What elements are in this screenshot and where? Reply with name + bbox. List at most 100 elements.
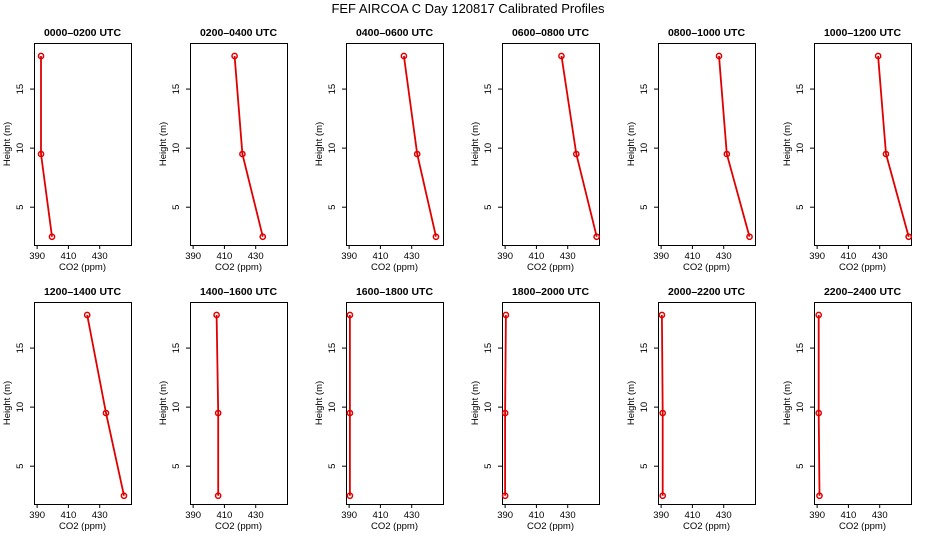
- plot-frame: [502, 43, 600, 246]
- y-tick-label: 15: [639, 84, 650, 95]
- x-tick-label: 390: [497, 510, 513, 521]
- y-tick-label: 15: [171, 84, 182, 95]
- plot-frame: [814, 302, 912, 505]
- data-point: [37, 52, 45, 60]
- x-tick-label: 430: [92, 510, 108, 521]
- y-tick-label: 15: [483, 84, 494, 95]
- x-axis-label: CO2 (ppm): [839, 521, 886, 532]
- y-tick-label: 10: [483, 402, 494, 413]
- panel-12: 2200–2400 UTC 390 410 430 5 10 15 CO2 (ppm) Heig…: [782, 286, 912, 532]
- data-point: [120, 492, 128, 500]
- x-tick-label: 430: [248, 251, 264, 262]
- x-tick-label: 410: [216, 510, 232, 521]
- plot-frame: [34, 43, 132, 246]
- y-tick-label: 10: [15, 402, 26, 413]
- y-tick-label: 10: [327, 402, 338, 413]
- x-tick-label: 390: [185, 510, 201, 521]
- data-point: [501, 409, 509, 417]
- y-tick-label: 5: [795, 205, 806, 210]
- x-tick-label: 430: [560, 510, 576, 521]
- x-axis-label: CO2 (ppm): [59, 521, 106, 532]
- y-tick-label: 15: [15, 343, 26, 354]
- data-point: [83, 311, 91, 319]
- panel-2: 0200–0400 UTC 390 410 430 5 10 15 CO2 (ppm) Heig…: [158, 27, 288, 273]
- y-tick-label: 15: [795, 84, 806, 95]
- y-tick-label: 5: [483, 205, 494, 210]
- data-point: [213, 311, 220, 319]
- x-axis-label: CO2 (ppm): [683, 521, 730, 532]
- y-tick-label: 10: [483, 143, 494, 154]
- panel-title: 0400–0600 UTC: [356, 27, 433, 39]
- data-point: [658, 311, 666, 319]
- y-axis-label: Height (m): [314, 122, 325, 166]
- plot-frame: [346, 43, 444, 246]
- data-point: [501, 492, 509, 500]
- y-tick-label: 5: [795, 464, 806, 469]
- x-tick-label: 430: [92, 251, 108, 262]
- profile-line: [817, 315, 821, 496]
- plot-frame: [190, 302, 288, 505]
- plot-frame: [658, 43, 756, 246]
- panel-title: 2200–2400 UTC: [824, 286, 901, 298]
- data-point: [815, 311, 823, 319]
- x-tick-label: 410: [528, 510, 544, 521]
- y-tick-label: 10: [15, 143, 26, 154]
- profile-line: [233, 55, 264, 237]
- data-point: [558, 52, 565, 60]
- x-tick-label: 430: [872, 251, 888, 262]
- data-point: [37, 150, 45, 158]
- panel-title: 0800–1000 UTC: [668, 27, 745, 39]
- data-point: [659, 492, 667, 500]
- panel-title: 0600–0800 UTC: [512, 27, 589, 39]
- y-axis-label: Height (m): [158, 122, 169, 166]
- x-tick-label: 410: [840, 251, 856, 262]
- panel-title: 2000–2200 UTC: [668, 286, 745, 298]
- panel-10: 1800–2000 UTC 390 410 430 5 10 15 CO2 (ppm) Heig…: [470, 286, 600, 532]
- x-tick-label: 390: [809, 510, 825, 521]
- plot-frame: [814, 43, 912, 246]
- x-tick-label: 430: [560, 251, 576, 262]
- data-point: [346, 409, 354, 417]
- data-point: [346, 492, 354, 500]
- y-tick-label: 5: [639, 464, 650, 469]
- y-tick-label: 15: [15, 84, 26, 95]
- x-tick-label: 410: [684, 251, 700, 262]
- data-point: [874, 52, 882, 60]
- profile-line: [718, 55, 751, 237]
- x-tick-label: 410: [372, 251, 388, 262]
- y-tick-label: 5: [327, 205, 338, 210]
- data-point: [239, 150, 246, 158]
- x-tick-label: 410: [216, 251, 232, 262]
- y-tick-label: 5: [483, 464, 494, 469]
- x-axis-label: CO2 (ppm): [839, 262, 886, 273]
- x-tick-label: 410: [60, 251, 76, 262]
- x-tick-label: 390: [653, 251, 669, 262]
- data-point: [715, 52, 723, 60]
- x-tick-label: 390: [341, 251, 357, 262]
- y-tick-label: 10: [639, 143, 650, 154]
- y-axis-label: Height (m): [470, 381, 481, 425]
- y-tick-label: 15: [639, 343, 650, 354]
- y-axis-label: Height (m): [626, 122, 637, 166]
- x-axis-label: CO2 (ppm): [215, 521, 262, 532]
- profile-line: [403, 55, 437, 237]
- y-tick-label: 5: [171, 205, 182, 210]
- y-axis-label: Height (m): [2, 122, 13, 166]
- main-title: FEF AIRCOA C Day 120817 Calibrated Profi…: [331, 1, 605, 16]
- x-tick-label: 410: [840, 510, 856, 521]
- x-tick-label: 390: [29, 251, 45, 262]
- y-tick-label: 5: [327, 464, 338, 469]
- data-point: [214, 492, 222, 500]
- y-tick-label: 15: [327, 84, 338, 95]
- panel-title: 1200–1400 UTC: [44, 286, 121, 298]
- plot-frame: [658, 302, 756, 505]
- x-tick-label: 410: [528, 251, 544, 262]
- data-point: [413, 150, 421, 158]
- data-point: [432, 233, 440, 241]
- y-tick-label: 15: [483, 343, 494, 354]
- x-axis-label: CO2 (ppm): [683, 262, 730, 273]
- x-axis-label: CO2 (ppm): [527, 262, 574, 273]
- panel-title: 0000–0200 UTC: [44, 27, 121, 39]
- x-tick-label: 430: [716, 251, 732, 262]
